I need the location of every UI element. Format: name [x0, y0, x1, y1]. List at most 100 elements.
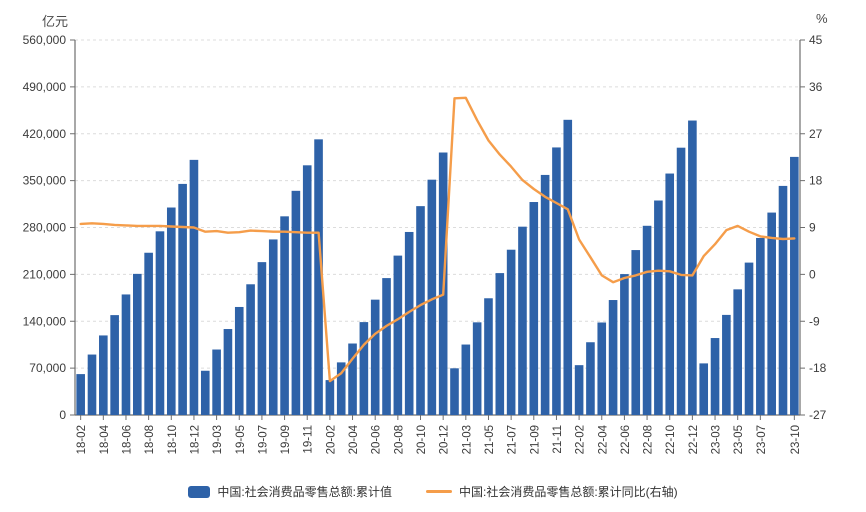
left-axis-tick-label: 210,000: [23, 267, 67, 281]
line-series-swatch-icon: [426, 490, 452, 493]
legend-item-cumulative-value[interactable]: 中国:社会消费品零售总额:累计值: [188, 483, 392, 500]
bar: [99, 335, 108, 415]
bar: [767, 212, 776, 415]
bar: [370, 299, 380, 415]
right-axis-tick-label: 0: [809, 267, 816, 281]
bar: [291, 190, 301, 415]
x-axis-tick-label: 20-10: [416, 425, 428, 454]
x-axis-tick-label: 19-09: [280, 425, 292, 454]
x-axis-tick-label: 20-04: [348, 424, 360, 454]
bar: [631, 250, 641, 415]
x-axis-tick-label: 22-02: [575, 425, 587, 454]
x-axis-tick-label: 20-02: [325, 425, 337, 454]
x-axis-tick-label: 20-12: [439, 425, 451, 454]
bar: [212, 349, 221, 415]
x-axis-tick-label: 22-04: [597, 424, 609, 454]
bar: [552, 147, 561, 415]
right-axis-tick-label: 45: [809, 33, 823, 47]
x-axis-tick-label: 18-12: [189, 425, 201, 454]
line-series-label: 中国:社会消费品零售总额:累计同比(右轴): [459, 485, 678, 499]
bar: [302, 165, 312, 415]
x-axis-tick-label: 18-04: [99, 424, 111, 454]
bar: [744, 262, 754, 415]
bar: [110, 315, 119, 415]
bar: [756, 237, 765, 415]
bar: [336, 362, 346, 415]
x-axis-tick-label: 21-09: [529, 425, 541, 454]
bar: [529, 202, 539, 415]
left-axis-tick-label: 350,000: [23, 174, 67, 188]
bar: [234, 306, 244, 415]
bar: [722, 314, 731, 415]
bar-series-swatch-icon: [188, 485, 211, 498]
legend-item-yoy-growth[interactable]: 中国:社会消费品零售总额:累计同比(右轴): [426, 483, 678, 500]
bar: [314, 139, 323, 415]
x-axis-tick-label: 20-08: [393, 425, 405, 454]
bar: [223, 329, 233, 415]
bar: [155, 231, 165, 415]
right-axis-unit-label: %: [816, 11, 828, 26]
bar: [461, 344, 471, 415]
bar: [518, 226, 527, 415]
x-axis-tick-label: 19-07: [257, 425, 269, 454]
right-axis-tick-label: 36: [809, 80, 823, 94]
bar: [699, 363, 709, 415]
bar: [563, 119, 573, 415]
x-axis-tick-label: 21-11: [552, 425, 564, 454]
chart-canvas: 0 -27 70,000 -18 140,000 -9 210,000 0 280,000 9 35…: [23, 33, 827, 454]
bar: [654, 200, 663, 415]
right-axis-tick-label: 27: [809, 127, 823, 141]
bar: [472, 322, 482, 415]
bar: [506, 249, 516, 415]
legend: 中国:社会消费品零售总额:累计值 中国:社会消费品零售总额:累计同比(右轴): [0, 483, 866, 500]
x-axis-tick-label: 18-08: [144, 425, 156, 454]
x-axis-tick-label: 18-10: [167, 425, 179, 454]
left-axis-tick-label: 420,000: [23, 127, 67, 141]
bar: [257, 262, 267, 415]
bar: [178, 183, 187, 415]
bar: [574, 365, 584, 415]
bar: [359, 322, 369, 415]
x-axis-tick-label: 19-03: [212, 425, 224, 454]
left-axis-tick-label: 140,000: [23, 314, 67, 328]
left-axis-tick-label: 0: [59, 408, 66, 422]
left-axis-tick-label: 280,000: [23, 221, 67, 235]
x-axis-tick-label: 19-11: [303, 425, 315, 454]
bar: [586, 342, 595, 415]
x-axis-tick-label: 22-06: [620, 425, 632, 454]
right-axis-tick-label: 9: [809, 221, 816, 235]
bar: [268, 239, 278, 415]
bar: [620, 274, 629, 415]
bar: [688, 120, 697, 415]
bar: [280, 216, 289, 415]
bar: [189, 159, 199, 415]
x-axis-tick-label: 22-10: [665, 425, 677, 454]
bar: [665, 173, 675, 415]
x-axis-tick-label: 23-03: [711, 425, 723, 454]
bar: [325, 380, 335, 415]
left-axis-unit-label: 亿元: [42, 14, 69, 29]
right-axis-tick-label: -9: [809, 314, 820, 328]
bar: [76, 374, 85, 415]
bar: [540, 174, 550, 415]
x-axis-tick-label: 23-10: [790, 425, 802, 454]
right-axis-tick-label: 18: [809, 174, 823, 188]
bar: [597, 322, 607, 415]
bar: [710, 338, 720, 415]
bar: [676, 147, 686, 415]
chart-area: 亿元 % 0 -27 70,000 -18 140,000 -9 210,000 0 280,0…: [23, 11, 828, 454]
x-axis-tick-label: 23-05: [733, 425, 745, 454]
bar: [608, 300, 618, 415]
x-axis-tick-label: 18-02: [76, 425, 88, 454]
x-axis-tick-label: 22-12: [688, 425, 700, 454]
bar: [133, 273, 142, 415]
x-axis-tick-label: 20-06: [371, 425, 383, 454]
bar: [733, 289, 742, 415]
bar: [495, 273, 505, 415]
bar: [790, 156, 799, 415]
x-axis-tick-label: 21-07: [507, 425, 519, 454]
bar: [484, 298, 493, 415]
yoy-line: [79, 96, 796, 383]
bar: [393, 255, 403, 415]
bar: [348, 343, 357, 415]
